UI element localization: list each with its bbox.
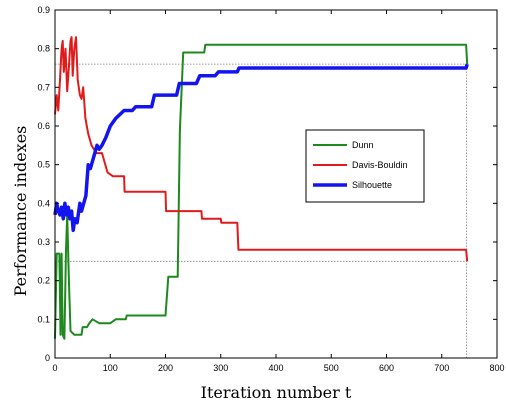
y-tick-label: 0.4 xyxy=(37,198,50,208)
series-line-silhouette xyxy=(53,63,469,233)
series-line-davis-bouldin xyxy=(54,36,469,262)
axis-ticks: 0 100 200 300 400 500 600 700 800 0 0.1 0.2 0.3 0.4 0.… xyxy=(37,5,504,373)
y-tick-label: 0.9 xyxy=(37,5,50,15)
legend-label-silhouette: Silhouette xyxy=(352,180,392,190)
y-tick-label: 0.2 xyxy=(37,276,50,286)
y-tick-label: 0.6 xyxy=(37,121,50,131)
y-tick-label: 0.3 xyxy=(37,237,50,247)
reference-lines xyxy=(55,63,468,358)
y-tick-label: 0.8 xyxy=(37,44,50,54)
y-tick-label: 0.5 xyxy=(37,160,50,170)
x-tick-label: 700 xyxy=(434,363,449,373)
series-lines xyxy=(53,36,469,340)
x-tick-label: 400 xyxy=(268,363,283,373)
series-line-dunn xyxy=(54,43,469,340)
x-tick-label: 200 xyxy=(158,363,173,373)
x-tick-label: 100 xyxy=(103,363,118,373)
x-tick-label: 300 xyxy=(213,363,228,373)
y-tick-label: 0.7 xyxy=(37,82,50,92)
x-axis-title: Iteration number t xyxy=(201,383,352,402)
legend-label-dunn: Dunn xyxy=(352,140,374,150)
y-axis-title: Performance indexes xyxy=(11,126,30,297)
x-tick-label: 500 xyxy=(324,363,339,373)
y-tick-label: 0.1 xyxy=(37,314,50,324)
y-axis-title-group: Performance indexes xyxy=(11,126,30,297)
plot-frame xyxy=(54,9,498,359)
x-tick-label: 600 xyxy=(379,363,394,373)
legend: Dunn Davis-Bouldin Silhouette xyxy=(305,129,425,203)
legend-label-davis-bouldin: Davis-Bouldin xyxy=(352,160,408,170)
x-tick-label: 0 xyxy=(52,363,57,373)
y-tick-label: 0 xyxy=(45,353,50,363)
x-tick-label: 800 xyxy=(489,363,504,373)
